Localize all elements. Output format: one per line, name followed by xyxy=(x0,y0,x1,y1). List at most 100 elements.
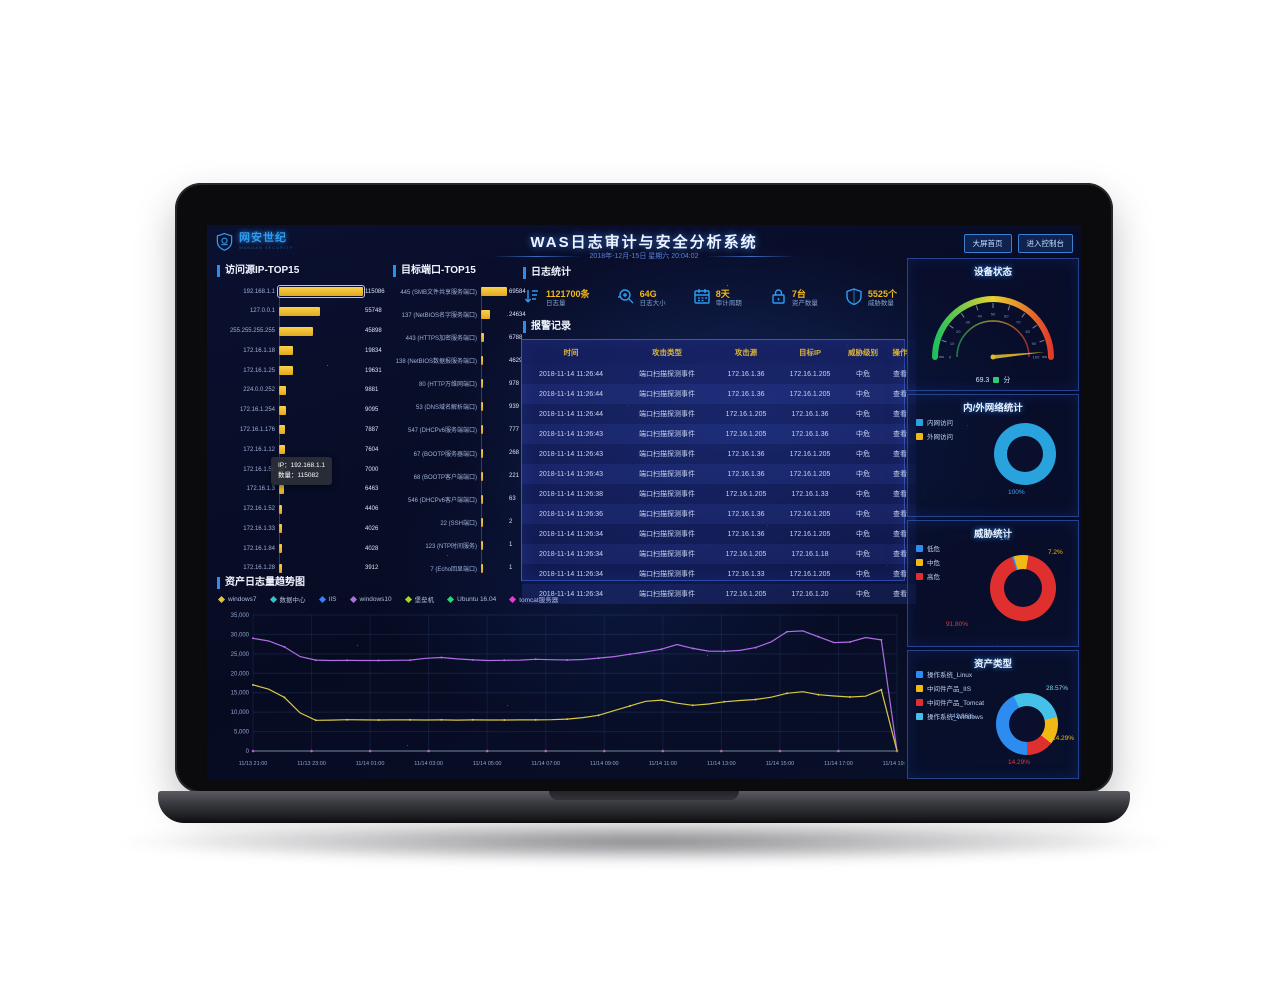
bar-fill[interactable] xyxy=(279,544,282,554)
legend-label: 数据中心 xyxy=(279,597,306,604)
bar-fill[interactable] xyxy=(279,425,285,435)
bar-fill[interactable] xyxy=(481,494,483,504)
bar-fill[interactable] xyxy=(481,402,483,412)
legend-item[interactable]: 中间件产品_Tomcat xyxy=(916,697,984,707)
legend-item[interactable]: 外网访问 xyxy=(916,431,953,441)
bar-fill[interactable] xyxy=(279,306,320,316)
asset-label: 28.57% xyxy=(1046,685,1069,692)
bar-value: 45898 xyxy=(365,328,382,335)
bar-value: 55748 xyxy=(365,308,382,315)
bar-value: 9881 xyxy=(365,387,379,394)
legend-item[interactable]: 中危 xyxy=(916,557,940,567)
trend-legend-item[interactable]: windows10 xyxy=(349,595,392,603)
trend-legend-item[interactable]: 堡垒机 xyxy=(404,594,435,604)
cell-time: 2018-11-14 11:26:43 xyxy=(522,444,620,464)
gauge-score-row: 69.3 分 xyxy=(908,375,1078,385)
asset-donut-hole xyxy=(1009,706,1045,742)
trend-legend-item[interactable]: windows7 xyxy=(217,595,257,603)
alarm-table-box: 时间 攻击类型 攻击源 目标IP 威胁级别 操作 2018-11-14 11:26:44 端口… xyxy=(521,339,916,604)
starfield-decor xyxy=(207,225,208,226)
legend-item[interactable]: 操作系统_Windows xyxy=(916,711,984,721)
stat-item: 64G 日志大小 xyxy=(617,287,666,310)
svg-text:90: 90 xyxy=(1032,341,1037,346)
bar-label: 172.16.1.176 xyxy=(239,426,275,433)
legend-item[interactable]: 内网访问 xyxy=(916,417,953,427)
bar-value: 6788 xyxy=(509,334,523,341)
bar-fill[interactable] xyxy=(277,285,365,298)
ip-bar-row: 172.16.1.28 3912 xyxy=(217,563,391,573)
bar-label: 172.16.1.3 xyxy=(246,486,275,493)
bar-fill[interactable] xyxy=(481,471,483,481)
legend-item[interactable]: 中间件产品_IIS xyxy=(916,683,984,693)
port-bar-row: 123 (NTP时间服务) 1 xyxy=(393,540,521,550)
bar-label: 68 (BOOTP客户端端口) xyxy=(413,474,477,481)
bar-fill[interactable] xyxy=(481,517,483,527)
cell-attack-source: 172.16.1.205 xyxy=(714,424,778,444)
legend-item[interactable]: 低危 xyxy=(916,543,940,553)
cell-attack-type: 端口扫描探测事件 xyxy=(620,544,714,564)
bar-track xyxy=(279,563,363,573)
cell-time: 2018-11-14 11:26:44 xyxy=(522,384,620,404)
column-header: 攻击源 xyxy=(714,340,778,364)
trend-legend-item[interactable]: 数据中心 xyxy=(269,594,306,604)
bar-fill[interactable] xyxy=(279,405,286,415)
ip-bar-row: 172.16.1.84 4028 xyxy=(217,544,391,554)
svg-text:11/14 13:00: 11/14 13:00 xyxy=(707,761,736,767)
legend-label: 堡垒机 xyxy=(414,597,435,604)
svg-text:10: 10 xyxy=(950,341,955,346)
bar-fill[interactable] xyxy=(279,346,294,356)
bar-fill[interactable] xyxy=(279,326,313,336)
trend-legend-item[interactable]: Ubuntu 16.04 xyxy=(447,595,496,603)
bar-fill[interactable] xyxy=(481,425,483,435)
bar-fill[interactable] xyxy=(481,448,483,458)
bar-fill[interactable] xyxy=(279,504,283,514)
port-bar-row: 445 (SMB文件共享服务端口) 69584 xyxy=(393,287,526,296)
ip-bar-row: 127.0.0.1 55748 xyxy=(217,306,391,316)
bar-fill[interactable] xyxy=(481,540,483,550)
legend-label: 高危 xyxy=(927,574,940,581)
bar-value: 69584 xyxy=(509,288,526,295)
bar-fill[interactable] xyxy=(481,287,507,296)
bar-fill[interactable] xyxy=(481,379,483,389)
svg-text:5,000: 5,000 xyxy=(234,730,250,736)
bar-fill[interactable] xyxy=(279,563,282,573)
stat-item: 1121700条 日志量 xyxy=(523,287,590,310)
table-row: 2018-11-14 11:26:34 端口扫描探测事件 172.16.1.36 17… xyxy=(522,524,916,544)
trend-legend-item[interactable]: IIS xyxy=(318,595,337,603)
bar-fill[interactable] xyxy=(481,356,483,366)
bar-value: 6463 xyxy=(365,486,379,493)
bar-value: 9095 xyxy=(365,407,379,414)
alarm-table: 时间 攻击类型 攻击源 目标IP 威胁级别 操作 2018-11-14 11:26:44 端口… xyxy=(522,340,916,604)
bar-fill[interactable] xyxy=(279,524,282,534)
legend-item[interactable]: 操作系统_Linux xyxy=(916,669,984,679)
bar-fill[interactable] xyxy=(279,366,294,376)
legend-swatch xyxy=(916,544,923,552)
target-port-bars: 445 (SMB文件共享服务端口) 69584 137 (NetBIOS名字服务端口… xyxy=(393,287,526,573)
bar-track xyxy=(279,544,363,554)
bar-fill[interactable] xyxy=(481,333,484,343)
bar-track xyxy=(279,524,363,534)
ip-bar-row: 172.16.1.18 19834 xyxy=(217,346,391,356)
bar-fill[interactable] xyxy=(279,445,285,455)
bar-fill[interactable] xyxy=(279,484,284,494)
cell-attack-source: 172.16.1.36 xyxy=(714,504,778,524)
legend-marker xyxy=(509,595,517,603)
bar-label: 172.16.1.25 xyxy=(243,367,275,374)
cell-target-ip: 172.16.1.18 xyxy=(778,544,842,564)
legend-label: 中间件产品_Tomcat xyxy=(927,700,985,707)
cell-threat-level: 中危 xyxy=(842,544,884,564)
bar-fill[interactable] xyxy=(481,310,491,320)
bar-fill[interactable] xyxy=(279,385,287,395)
home-button[interactable]: 大屏首页 xyxy=(963,234,1012,253)
trend-legend-item[interactable]: tomcat服务器 xyxy=(509,594,558,604)
stat-label: 日志量 xyxy=(546,300,566,307)
enter-console-button[interactable]: 进入控制台 xyxy=(1017,234,1073,253)
bar-value: 115086 xyxy=(365,288,385,295)
bar-value: 3912 xyxy=(365,565,379,572)
legend-item[interactable]: 高危 xyxy=(916,571,940,581)
bar-fill[interactable] xyxy=(481,563,483,573)
bar-track xyxy=(279,385,363,395)
alarm-panel: 报警记录 xyxy=(523,321,905,333)
bar-value: 268 xyxy=(509,450,520,457)
